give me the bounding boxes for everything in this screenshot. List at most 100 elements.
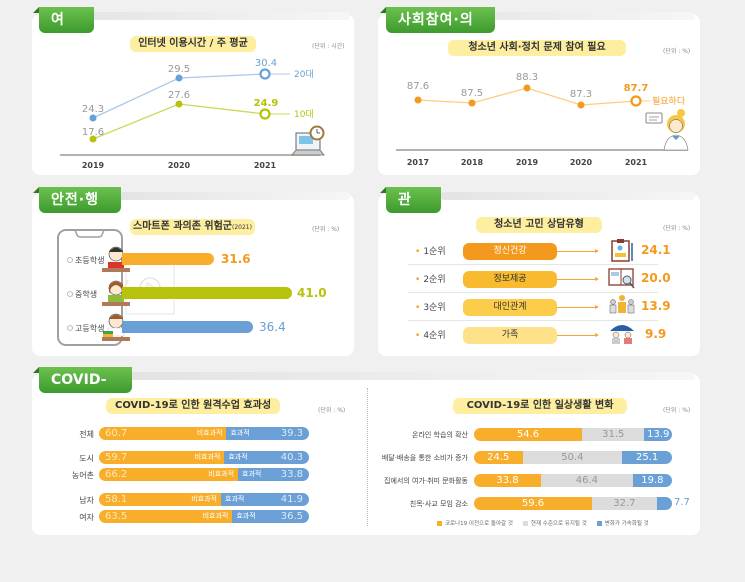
segment-effective: 효과적 41.9 [221, 493, 309, 506]
series-label: 필요하다 [652, 95, 686, 107]
stacked-bar: 59.7 비효과적 효과적 40.3 [99, 451, 309, 464]
value-label: 27.6 [168, 90, 190, 101]
bar-value: 41.0 [297, 286, 327, 300]
divider [408, 264, 658, 265]
bar-label: 초등학생 [75, 256, 105, 265]
segment-return: 24.5 [474, 451, 523, 464]
segment-maintain: 31.5 [582, 428, 645, 441]
segment-effective: 효과적 39.3 [226, 427, 309, 440]
segment-accelerate [656, 497, 672, 510]
value-label: 17.6 [82, 127, 104, 138]
segment-accelerate: 13.9 [644, 428, 672, 441]
unit-label: (단위 : %) [663, 407, 691, 414]
rank-label: • 3순위 [415, 303, 446, 313]
bar-value: 31.6 [221, 252, 251, 266]
outside-value: 7.7 [674, 497, 690, 508]
tab-covid19: COVID-19 [33, 367, 132, 414]
value-label: 30.4 [255, 58, 277, 69]
tab-shadow [110, 192, 350, 200]
row-label: 온라인 학습의 확산 [412, 431, 468, 439]
value-label: 87.5 [461, 88, 483, 99]
bar-high [122, 321, 253, 333]
x-tick: 2017 [407, 158, 429, 167]
elementary-student-icon [102, 246, 130, 272]
arrow [557, 277, 599, 281]
stacked-bar: 54.6 31.5 13.9 [474, 428, 672, 441]
row-label: 전체 [79, 430, 94, 439]
chart-title: 청소년 고민 상담유형 [476, 217, 602, 233]
tab-shadow [130, 372, 695, 380]
row-label: 남자 [79, 496, 94, 505]
tab-shadow [405, 12, 695, 20]
unit-label: (단위 : %) [663, 48, 691, 55]
stacked-bar: 59.6 32.7 [474, 497, 672, 510]
value-label: 24.9 [254, 98, 279, 109]
segment-maintain: 32.7 [592, 497, 657, 510]
unit-label: (단위 : 시간) [312, 43, 345, 50]
stacked-bar: 66.2 비효과적 효과적 33.8 [99, 468, 309, 481]
row-label: 집에서의 여가·취미 문화활동 [384, 477, 468, 485]
chart-title-year: (2021) [232, 224, 252, 231]
rank-value: 20.0 [641, 271, 671, 285]
category-pill: 대인관계 [463, 299, 557, 316]
value-label: 24.3 [82, 104, 104, 115]
row-label: 친목·사교 모임 감소 [409, 500, 468, 508]
segment-ineffective: 66.2 비효과적 [99, 468, 239, 481]
segment-return: 33.8 [474, 474, 541, 487]
bar-label: 고등학생 [75, 324, 105, 333]
series-label-10s: 10대 [294, 109, 314, 120]
x-tick: 2021 [625, 158, 648, 167]
unit-label: (단위 : %) [318, 407, 346, 414]
legend-item-maintain: 현재 수준으로 유지될 것 [522, 519, 587, 527]
segment-return: 59.6 [474, 497, 592, 510]
segment-accelerate: 19.8 [632, 474, 672, 487]
segment-effective: 효과적 36.5 [232, 510, 309, 523]
rank-label: • 4순위 [415, 331, 446, 341]
divider [408, 292, 658, 293]
tab-shadow [440, 192, 695, 200]
rank-value: 13.9 [641, 299, 671, 313]
relations-icons [608, 239, 635, 344]
segment-ineffective: 59.7 비효과적 [99, 451, 225, 464]
bar-middle [122, 287, 292, 299]
segment-ineffective: 58.1 비효과적 [99, 493, 221, 506]
chart-legend: 코로나19 이전으로 돌아갈 것 현재 수준으로 유지될 것 변화가 가속화될 … [437, 519, 649, 527]
segment-accelerate: 25.1 [622, 451, 672, 464]
bar-label: 중학생 [75, 290, 98, 299]
row-label: 농어촌 [71, 471, 94, 480]
rank-label: • 1순위 [415, 247, 446, 257]
value-label: 87.6 [407, 81, 429, 92]
rank-value: 9.9 [645, 327, 667, 341]
interpersonal-people-icon [609, 295, 635, 314]
chart-title: COVID-19로 인한 일상생활 변화 [453, 398, 627, 414]
row-label: 여자 [79, 513, 94, 522]
value-label: 29.5 [168, 64, 190, 75]
segment-effective: 효과적 33.8 [238, 468, 309, 481]
unit-label: (단위 : %) [312, 226, 340, 233]
chart-title: 스마트폰 과의존 위험군(2021) [130, 219, 255, 235]
bar-value: 36.4 [259, 320, 286, 334]
series-label-20s: 20대 [294, 69, 314, 80]
x-tick: 2021 [254, 161, 277, 170]
bar-elementary [122, 253, 214, 265]
segment-return: 54.6 [474, 428, 583, 441]
tab-safety-behavior: 안전·행동 [33, 187, 121, 234]
x-tick: 2019 [82, 161, 105, 170]
rank-value: 24.1 [641, 243, 671, 257]
value-label: 88.3 [516, 72, 538, 83]
x-tick: 2020 [168, 161, 191, 170]
legend-item-accelerate: 변화가 가속화될 것 [596, 519, 649, 527]
arrow [557, 249, 599, 253]
information-book-search-icon [608, 268, 635, 289]
family-umbrella-icon [610, 325, 634, 344]
value-label: 87.3 [570, 89, 592, 100]
stacked-bar: 24.5 50.4 25.1 [474, 451, 672, 464]
high-student-icon [102, 313, 130, 341]
category-pill: 가족 [463, 327, 557, 344]
x-tick: 2019 [516, 158, 539, 167]
internet-usage-line-chart: 24.3 29.5 30.4 17.6 27.6 24.9 20대 10대 20… [60, 58, 325, 170]
tab-relations: 관 계 [380, 187, 441, 234]
segment-effective: 효과적 40.3 [224, 451, 309, 464]
tab-shadow [60, 12, 350, 20]
category-pill: 정신건강 [463, 243, 557, 260]
